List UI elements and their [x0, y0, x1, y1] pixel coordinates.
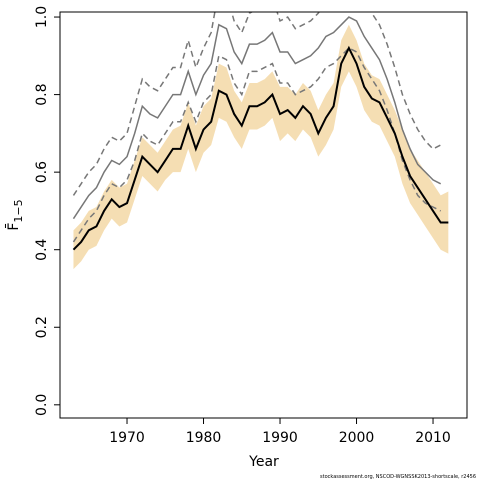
y-axis-label-sub: 1−5	[12, 199, 25, 222]
series-line	[72, 16, 442, 220]
x-axis-label: Year	[248, 454, 279, 470]
y-tick-label: 0.2	[34, 316, 50, 338]
series-line	[72, 12, 442, 196]
y-tick-label: 0.6	[34, 161, 50, 183]
series-line	[72, 45, 449, 251]
y-tick-label: 0.8	[34, 83, 50, 105]
x-tick-label: 1970	[109, 430, 145, 446]
x-tick-label: 2010	[415, 430, 451, 446]
x-tick-label: 2000	[339, 430, 375, 446]
footnote: stockassessment.org, NSCOD-WGNSSK2013-sh…	[320, 474, 476, 480]
plot-frame	[59, 11, 468, 419]
y-axis-label: F̄1−5	[4, 199, 25, 230]
x-tick-label: 1980	[186, 430, 222, 446]
series-line	[72, 47, 442, 243]
y-tick-label: 1.0	[34, 6, 50, 28]
confidence-band	[73, 24, 449, 270]
y-tick-label: 0.0	[34, 394, 50, 416]
x-tick-label: 1990	[262, 430, 298, 446]
plot-area	[72, 12, 449, 270]
y-axis-label-main: F̄	[4, 223, 22, 231]
y-tick-label: 0.4	[34, 238, 50, 260]
